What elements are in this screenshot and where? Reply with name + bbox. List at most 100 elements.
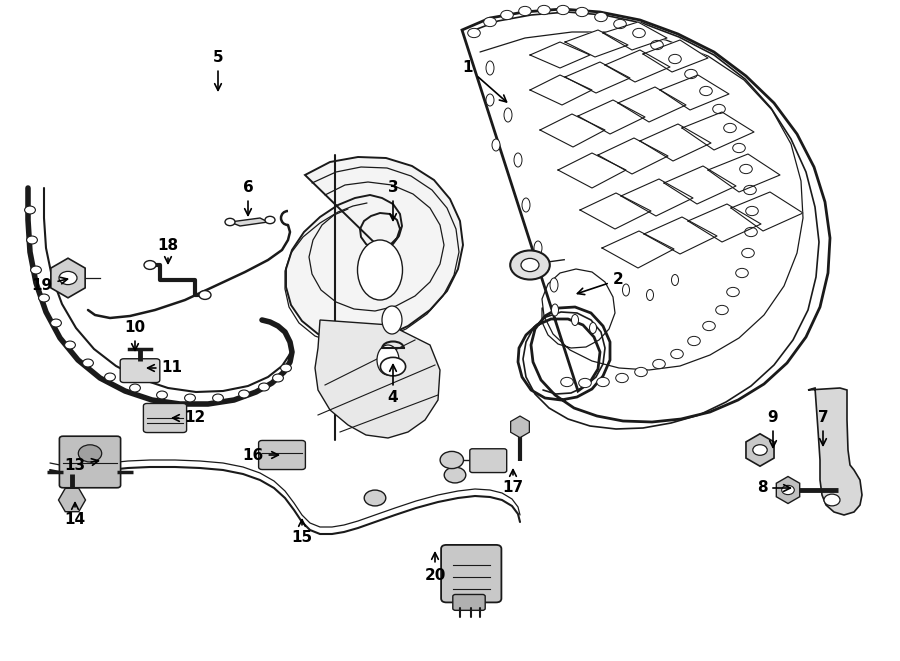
Polygon shape [558, 153, 626, 188]
Circle shape [445, 467, 466, 483]
Circle shape [521, 258, 539, 272]
Circle shape [742, 249, 754, 258]
Circle shape [440, 451, 464, 469]
Text: 11: 11 [148, 360, 183, 375]
Circle shape [78, 445, 102, 462]
Circle shape [273, 374, 284, 382]
Polygon shape [530, 75, 592, 105]
Text: 6: 6 [243, 180, 254, 215]
FancyBboxPatch shape [441, 545, 501, 602]
Circle shape [726, 288, 739, 297]
Circle shape [518, 7, 531, 16]
Polygon shape [315, 320, 440, 438]
Circle shape [238, 390, 249, 398]
Text: 5: 5 [212, 50, 223, 91]
Ellipse shape [492, 139, 500, 151]
Circle shape [595, 13, 608, 22]
Circle shape [651, 40, 663, 50]
Text: 20: 20 [424, 553, 446, 582]
Polygon shape [580, 193, 651, 229]
Circle shape [500, 11, 513, 20]
Circle shape [212, 394, 223, 402]
Polygon shape [510, 416, 529, 438]
Circle shape [743, 185, 756, 194]
Circle shape [746, 206, 759, 215]
Ellipse shape [646, 290, 653, 301]
Text: 12: 12 [173, 410, 205, 426]
Ellipse shape [550, 278, 558, 292]
FancyBboxPatch shape [258, 440, 305, 469]
Text: 14: 14 [65, 502, 86, 527]
Circle shape [130, 384, 140, 392]
Circle shape [364, 490, 386, 506]
Circle shape [782, 485, 795, 494]
Ellipse shape [671, 274, 679, 286]
Ellipse shape [486, 94, 494, 106]
Polygon shape [51, 258, 86, 298]
Ellipse shape [552, 304, 559, 316]
Polygon shape [530, 42, 590, 68]
Circle shape [225, 218, 235, 225]
FancyBboxPatch shape [59, 436, 121, 488]
Circle shape [670, 350, 683, 359]
Text: 8: 8 [757, 481, 790, 496]
Circle shape [752, 445, 767, 455]
Ellipse shape [357, 240, 402, 300]
Ellipse shape [504, 108, 512, 122]
Text: 1: 1 [463, 61, 507, 102]
Polygon shape [286, 157, 463, 342]
Polygon shape [708, 154, 780, 192]
Text: 2: 2 [578, 272, 624, 295]
Circle shape [59, 272, 77, 285]
Circle shape [27, 236, 38, 244]
Circle shape [157, 391, 167, 399]
FancyBboxPatch shape [121, 359, 160, 383]
Polygon shape [578, 100, 645, 134]
Ellipse shape [534, 241, 542, 255]
Polygon shape [540, 114, 605, 147]
Polygon shape [660, 75, 729, 110]
Circle shape [381, 358, 406, 376]
Ellipse shape [522, 198, 530, 212]
Circle shape [265, 216, 275, 223]
Polygon shape [230, 218, 268, 226]
Polygon shape [643, 40, 708, 72]
Circle shape [561, 377, 573, 387]
Circle shape [633, 28, 645, 38]
Ellipse shape [623, 284, 629, 296]
Polygon shape [602, 231, 674, 268]
Circle shape [688, 336, 700, 346]
Circle shape [713, 104, 725, 114]
Circle shape [468, 28, 481, 38]
Circle shape [652, 360, 665, 369]
FancyBboxPatch shape [143, 403, 186, 432]
Text: 3: 3 [388, 180, 399, 220]
Circle shape [39, 294, 50, 302]
Circle shape [703, 321, 716, 330]
Ellipse shape [382, 306, 402, 334]
Circle shape [65, 341, 76, 349]
Polygon shape [598, 138, 668, 174]
Circle shape [614, 19, 626, 28]
Ellipse shape [572, 315, 579, 325]
Circle shape [281, 364, 292, 372]
Text: 9: 9 [768, 410, 778, 447]
Circle shape [50, 319, 61, 327]
FancyBboxPatch shape [453, 594, 485, 610]
Text: 15: 15 [292, 520, 312, 545]
Polygon shape [565, 30, 628, 57]
Circle shape [144, 260, 156, 270]
Circle shape [733, 143, 745, 153]
Ellipse shape [514, 153, 522, 167]
Circle shape [184, 394, 195, 402]
Ellipse shape [377, 345, 399, 375]
Circle shape [724, 124, 736, 133]
Polygon shape [682, 112, 754, 150]
Text: 10: 10 [124, 321, 146, 350]
Polygon shape [808, 388, 862, 515]
Circle shape [634, 368, 647, 377]
Circle shape [557, 5, 570, 15]
Circle shape [24, 206, 35, 214]
Circle shape [579, 378, 591, 387]
Circle shape [699, 87, 712, 96]
